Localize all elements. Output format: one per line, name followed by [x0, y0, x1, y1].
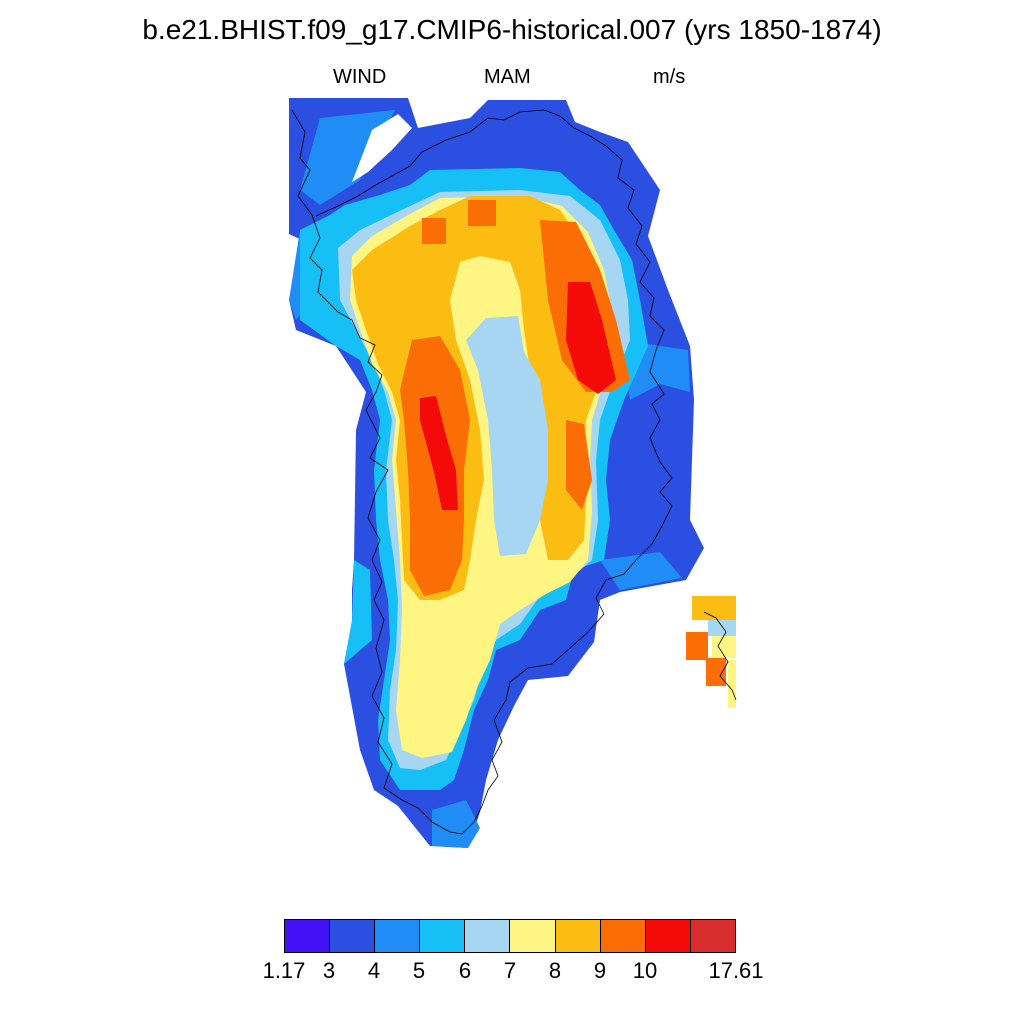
- colorbar-label: 17.61: [708, 958, 764, 983]
- colorbar-box-1: [330, 920, 376, 952]
- season-label: MAM: [484, 66, 531, 88]
- colorbar: [284, 919, 736, 953]
- colorbar-box-8: [645, 920, 691, 952]
- colorbar-box-7: [600, 920, 646, 952]
- colorbar-box-9: [690, 920, 735, 952]
- wind-field: [289, 98, 736, 848]
- colorbar-box-4: [465, 920, 511, 952]
- colorbar-label: 6: [458, 958, 472, 983]
- colorbar-box-6: [555, 920, 601, 952]
- colorbar-label: 10: [632, 958, 658, 983]
- variable-label: WIND: [333, 66, 387, 88]
- colorbar-box-3: [420, 920, 466, 952]
- colorbar-box-5: [510, 920, 556, 952]
- colorbar-box-0: [285, 920, 331, 952]
- colorbar-label: 8: [548, 958, 562, 983]
- colorbar-labels: 1.17 3 4 5 6 7 8 9 10 17.61: [0, 958, 1024, 988]
- colorbar-label: 1.17: [262, 958, 306, 983]
- colorbar-label: 7: [503, 958, 517, 983]
- colorbar-label: 3: [322, 958, 336, 983]
- colorbar-label: 9: [593, 958, 607, 983]
- plot-title: b.e21.BHIST.f09_g17.CMIP6-historical.007…: [142, 14, 882, 45]
- colorbar-label: 4: [367, 958, 381, 983]
- units-label: m/s: [653, 66, 686, 88]
- coastline: [291, 109, 737, 835]
- colorbar-box-2: [375, 920, 421, 952]
- colorbar-label: 5: [412, 958, 426, 983]
